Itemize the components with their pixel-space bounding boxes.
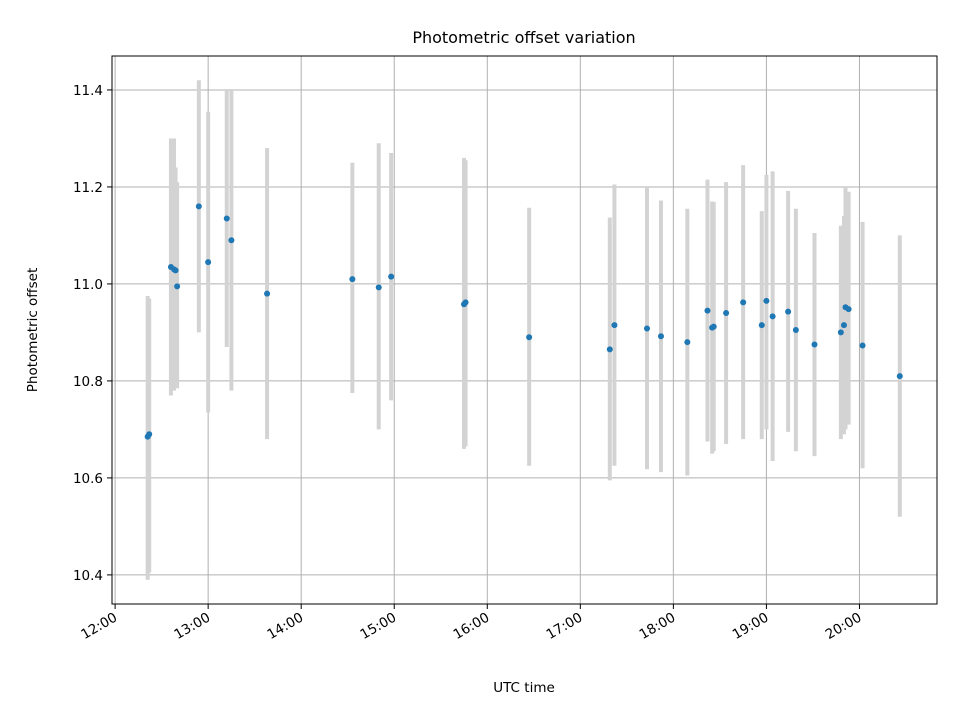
data-point [205, 259, 212, 266]
x-axis-label: UTC time [493, 680, 555, 696]
data-point [223, 215, 230, 222]
x-tick-label: 16:00 [451, 610, 493, 643]
data-point [172, 267, 179, 274]
grid [112, 56, 937, 604]
x-tick-label: 12:00 [78, 610, 120, 643]
data-point [704, 307, 711, 314]
data-point [837, 329, 844, 336]
data-point [195, 203, 202, 210]
x-tick-label: 20:00 [823, 610, 865, 643]
y-tick-label: 11.0 [73, 277, 103, 293]
data-point [375, 284, 382, 291]
chart-title: Photometric offset variation [412, 28, 635, 47]
data-point [723, 310, 730, 317]
data-point [845, 306, 852, 313]
data-point [264, 290, 271, 297]
x-tick-label: 18:00 [637, 610, 679, 643]
data-point [859, 342, 866, 349]
data-point [388, 273, 395, 280]
error-bars [145, 80, 902, 580]
y-tick-label: 11.4 [73, 83, 103, 99]
y-tick-label: 10.8 [73, 374, 103, 390]
y-axis-ticks: 10.4 10.6 10.8 11.0 11.2 11.4 [73, 83, 112, 584]
x-tick-label: 19:00 [730, 610, 772, 643]
data-point [763, 297, 770, 304]
y-tick-label: 11.2 [73, 180, 103, 196]
x-tick-label: 17:00 [544, 610, 586, 643]
data-point [740, 299, 747, 306]
data-point [462, 299, 469, 306]
y-tick-label: 10.6 [73, 471, 103, 487]
y-axis-label: Photometric offset [25, 268, 41, 392]
data-point [792, 327, 799, 333]
data-point [644, 325, 651, 332]
data-point [657, 333, 664, 340]
data-point [811, 341, 818, 348]
data-point [840, 322, 847, 329]
data-point [710, 323, 717, 330]
data-point [769, 313, 776, 320]
data-point [349, 276, 356, 283]
data-points [144, 203, 903, 440]
data-point [758, 322, 765, 329]
data-point [146, 431, 153, 438]
data-point [611, 322, 618, 329]
y-tick-label: 10.4 [73, 568, 103, 584]
data-point [896, 373, 903, 380]
data-point [684, 339, 691, 346]
data-point [228, 237, 235, 244]
data-point [785, 308, 792, 315]
data-point [606, 346, 613, 353]
data-point [174, 283, 181, 290]
x-tick-label: 13:00 [171, 610, 213, 643]
x-tick-label: 15:00 [358, 610, 400, 643]
x-tick-label: 14:00 [264, 610, 306, 643]
plot-frame [111, 55, 938, 605]
x-axis-ticks: 12:00 13:00 14:00 15:00 16:00 17:00 18:00 19:00… [78, 604, 864, 643]
data-point [526, 334, 533, 341]
